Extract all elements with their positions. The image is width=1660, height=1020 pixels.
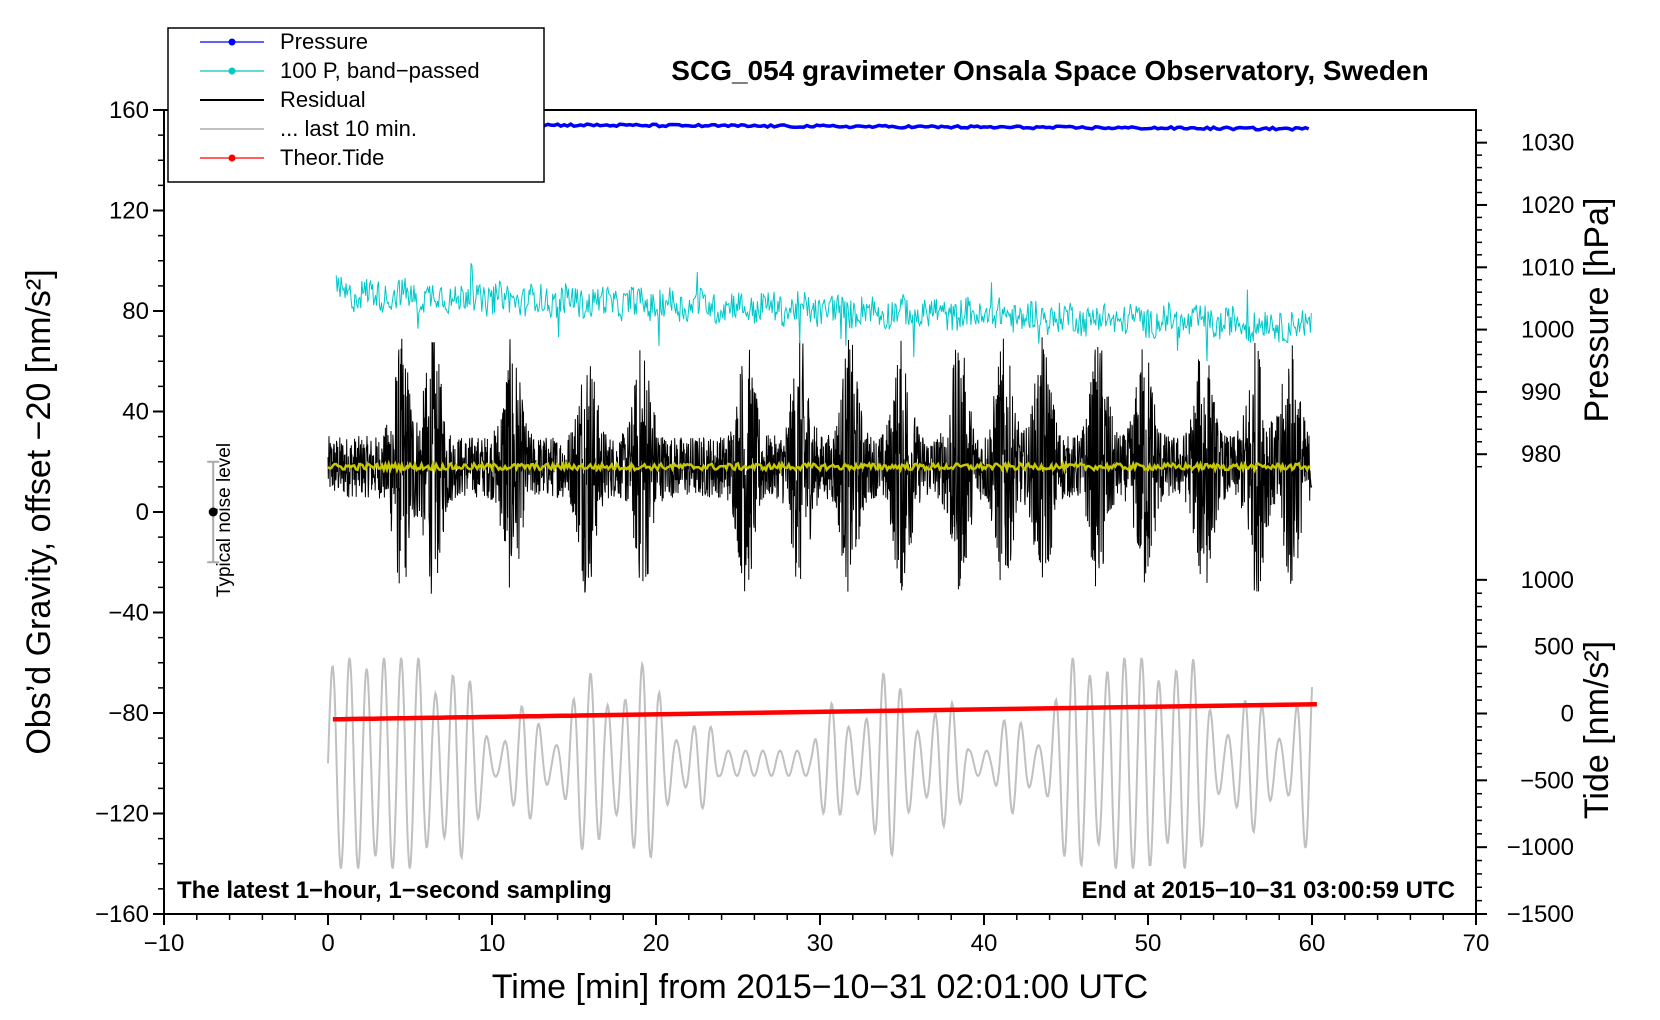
- legend-marker: [228, 38, 236, 46]
- last-10-min-line: [327, 657, 1313, 869]
- sampling-note: The latest 1−hour, 1−second sampling: [177, 877, 612, 904]
- legend-label: Theor.Tide: [280, 145, 384, 170]
- pressure-tick-label: 1010: [1521, 254, 1574, 281]
- legend-label: 100 P, band−passed: [280, 58, 480, 83]
- noise-level-label: Typical noise level: [214, 443, 235, 597]
- legend-label: ... last 10 min.: [280, 116, 417, 141]
- y-tick-label: 120: [109, 198, 149, 225]
- chart-title: SCG_054 gravimeter Onsala Space Observat…: [671, 55, 1428, 86]
- pressure-tick-label: 1030: [1521, 130, 1574, 157]
- pressure-axis-title: Pressure [hPa]: [1578, 198, 1616, 423]
- tide-axis-ticks: −1500 −1000 −500 0 500 1000: [1476, 567, 1574, 928]
- data-series: [327, 120, 1317, 869]
- tide-tick-label: −500: [1520, 767, 1574, 794]
- x-tick-label: 0: [321, 930, 334, 957]
- x-tick-label: 40: [971, 930, 998, 957]
- y-tick-label: 40: [122, 399, 149, 426]
- pressure-tick-label: 980: [1521, 441, 1561, 468]
- y-tick-label: 0: [136, 499, 149, 526]
- tide-tick-label: 0: [1561, 701, 1574, 728]
- y-tick-label: −80: [108, 700, 149, 727]
- x-tick-label: −10: [144, 930, 185, 957]
- x-tick-label: 10: [479, 930, 506, 957]
- noise-indicator: [207, 460, 220, 564]
- tide-tick-label: 500: [1534, 634, 1574, 661]
- y-tick-label: 80: [122, 298, 149, 325]
- y-tick-label: −40: [108, 600, 149, 627]
- y-axis-left-ticks: −160 −120 −80 −40 0 40 80 120 160: [95, 97, 164, 928]
- x-axis-ticks: −10 0 10 20 30 40 50 60 70: [144, 914, 1490, 957]
- tide-tick-label: 1000: [1521, 567, 1574, 594]
- band-passed-pressure-line: [335, 263, 1312, 362]
- pressure-axis-ticks: 980 990 1000 1010 1020 1030: [1476, 129, 1574, 468]
- y-tick-label: −160: [95, 901, 149, 928]
- x-tick-label: 70: [1463, 930, 1490, 957]
- theoretical-tide-line: [332, 702, 1317, 722]
- smoothed-residual-line: [327, 459, 1311, 475]
- end-time-note: End at 2015−10−31 03:00:59 UTC: [1081, 877, 1455, 904]
- pressure-tick-label: 990: [1521, 379, 1561, 406]
- legend: Pressure 100 P, band−passed Residual ... la…: [167, 27, 545, 183]
- y-axis-left-title: Obs’d Gravity, offset −20 [nm/s²]: [20, 269, 58, 754]
- x-tick-label: 30: [807, 930, 834, 957]
- pressure-tick-label: 1000: [1521, 317, 1574, 344]
- legend-marker: [228, 154, 236, 162]
- y-tick-label: 160: [109, 97, 149, 124]
- x-tick-label: 50: [1135, 930, 1162, 957]
- noise-bar-center-dot: [208, 507, 218, 517]
- tide-axis-title: Tide [nm/s²]: [1578, 641, 1616, 819]
- x-tick-label: 60: [1299, 930, 1326, 957]
- legend-label: Pressure: [280, 29, 368, 54]
- y-tick-label: −120: [95, 801, 149, 828]
- pressure-tick-label: 1020: [1521, 192, 1574, 219]
- legend-marker: [228, 67, 236, 75]
- x-axis-title: Time [min] from 2015−10−31 02:01:00 UTC: [492, 968, 1148, 1006]
- tide-tick-label: −1500: [1507, 901, 1574, 928]
- tide-tick-label: −1000: [1507, 834, 1574, 861]
- legend-label: Residual: [280, 87, 366, 112]
- x-tick-label: 20: [643, 930, 670, 957]
